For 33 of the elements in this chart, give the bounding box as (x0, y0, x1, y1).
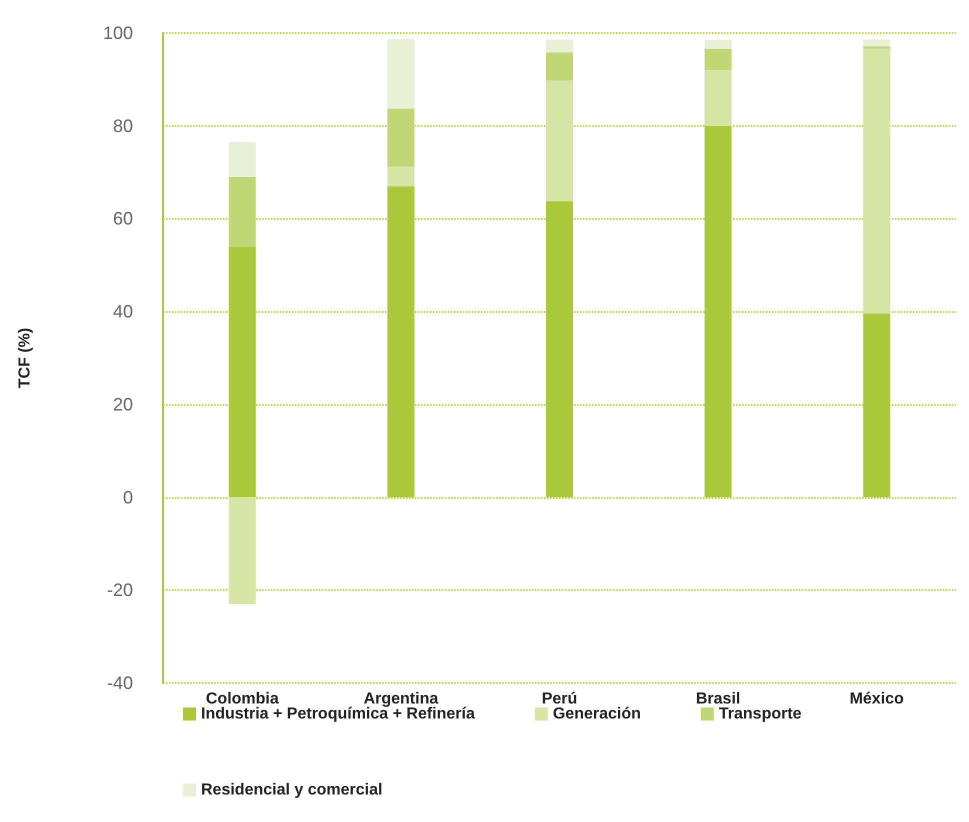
x-tick-label: Perú (542, 690, 578, 708)
x-tick-label: Argentina (364, 690, 438, 708)
bar (704, 48, 732, 70)
legend-label: Generación (552, 706, 641, 722)
y-tick-label: -40 (106, 673, 133, 693)
legend-label: Industria + Petroquímica + Refinería (201, 706, 475, 722)
bar (546, 52, 573, 80)
legend-label: Residencial y comercial (201, 782, 382, 798)
y-tick-label: 60 (112, 208, 133, 229)
bar (387, 108, 414, 167)
bar (228, 142, 256, 177)
x-tick-label: Colombia (206, 690, 279, 708)
y-tick-label: 20 (112, 394, 133, 414)
bar (863, 46, 890, 49)
bar (387, 39, 414, 109)
y-tick-label: -20 (106, 580, 133, 600)
y-tick-label: 100 (102, 23, 133, 43)
bar (704, 70, 732, 126)
y-tick-label: 40 (112, 302, 133, 322)
bar (228, 497, 256, 604)
bar (546, 80, 573, 202)
bar (704, 40, 732, 49)
bar (387, 166, 414, 186)
legend-label: Transporte (718, 706, 802, 722)
bar (863, 40, 890, 46)
bar (228, 176, 256, 247)
x-tick-label: Brasil (696, 690, 740, 708)
y-tick-label: 0 (122, 487, 133, 508)
x-tick-label: México (850, 690, 904, 708)
y-axis-title: TCF (%) (16, 328, 34, 388)
bar (546, 40, 573, 52)
y-tick-label: 80 (112, 116, 133, 136)
bar (863, 48, 890, 314)
